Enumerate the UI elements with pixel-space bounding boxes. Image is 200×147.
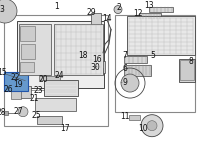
Ellipse shape: [141, 115, 163, 137]
Text: 28: 28: [0, 107, 6, 117]
Text: 9: 9: [123, 78, 127, 87]
Bar: [17, 21, 104, 88]
Text: 5: 5: [151, 51, 155, 60]
Bar: [4, 111, 8, 115]
Bar: [44, 80, 78, 96]
Text: 14: 14: [102, 14, 112, 23]
Text: 16: 16: [92, 55, 102, 65]
Bar: [37, 116, 62, 124]
Text: 23: 23: [33, 86, 43, 95]
Bar: [124, 56, 147, 63]
Bar: [20, 26, 35, 41]
Bar: [39, 76, 60, 80]
Text: 17: 17: [60, 124, 70, 133]
Bar: [115, 15, 195, 112]
Bar: [21, 44, 35, 59]
Bar: [96, 68, 103, 74]
Bar: [20, 62, 34, 72]
Bar: [139, 13, 161, 20]
Bar: [11, 90, 21, 99]
Text: 12: 12: [133, 9, 143, 18]
Bar: [129, 115, 140, 120]
Bar: [54, 24, 103, 75]
Text: 10: 10: [138, 124, 148, 133]
Text: 2: 2: [117, 2, 121, 12]
Bar: [91, 13, 101, 26]
Bar: [149, 7, 173, 12]
Bar: [179, 59, 195, 82]
Bar: [19, 24, 51, 75]
Text: 25: 25: [31, 111, 41, 120]
Bar: [4, 72, 28, 91]
Ellipse shape: [147, 121, 157, 131]
Text: 24: 24: [54, 71, 64, 80]
Bar: [20, 86, 31, 98]
Bar: [27, 71, 71, 90]
Text: 7: 7: [123, 51, 127, 60]
Bar: [35, 98, 76, 111]
Ellipse shape: [18, 107, 28, 117]
Text: 20: 20: [38, 75, 48, 84]
Text: 22: 22: [11, 73, 20, 82]
Text: 1: 1: [55, 2, 59, 11]
Text: 27: 27: [13, 107, 23, 116]
Text: 15: 15: [0, 68, 6, 77]
Ellipse shape: [16, 74, 24, 82]
Text: 13: 13: [144, 1, 154, 10]
Ellipse shape: [121, 74, 139, 92]
Bar: [84, 56, 93, 64]
Text: 18: 18: [78, 51, 88, 60]
Text: 11: 11: [120, 112, 130, 121]
Text: 29: 29: [86, 7, 96, 17]
Text: 30: 30: [90, 63, 100, 72]
Text: 19: 19: [13, 80, 23, 90]
Text: 3: 3: [0, 5, 4, 15]
Bar: [180, 60, 194, 80]
Bar: [127, 16, 195, 55]
Text: 8: 8: [189, 57, 193, 66]
Bar: [124, 65, 151, 76]
Text: 6: 6: [123, 64, 127, 73]
Bar: [97, 61, 105, 73]
Text: 21: 21: [29, 94, 39, 103]
Ellipse shape: [114, 6, 122, 14]
Bar: [4, 15, 108, 126]
Text: 26: 26: [3, 85, 13, 94]
Ellipse shape: [0, 0, 17, 23]
